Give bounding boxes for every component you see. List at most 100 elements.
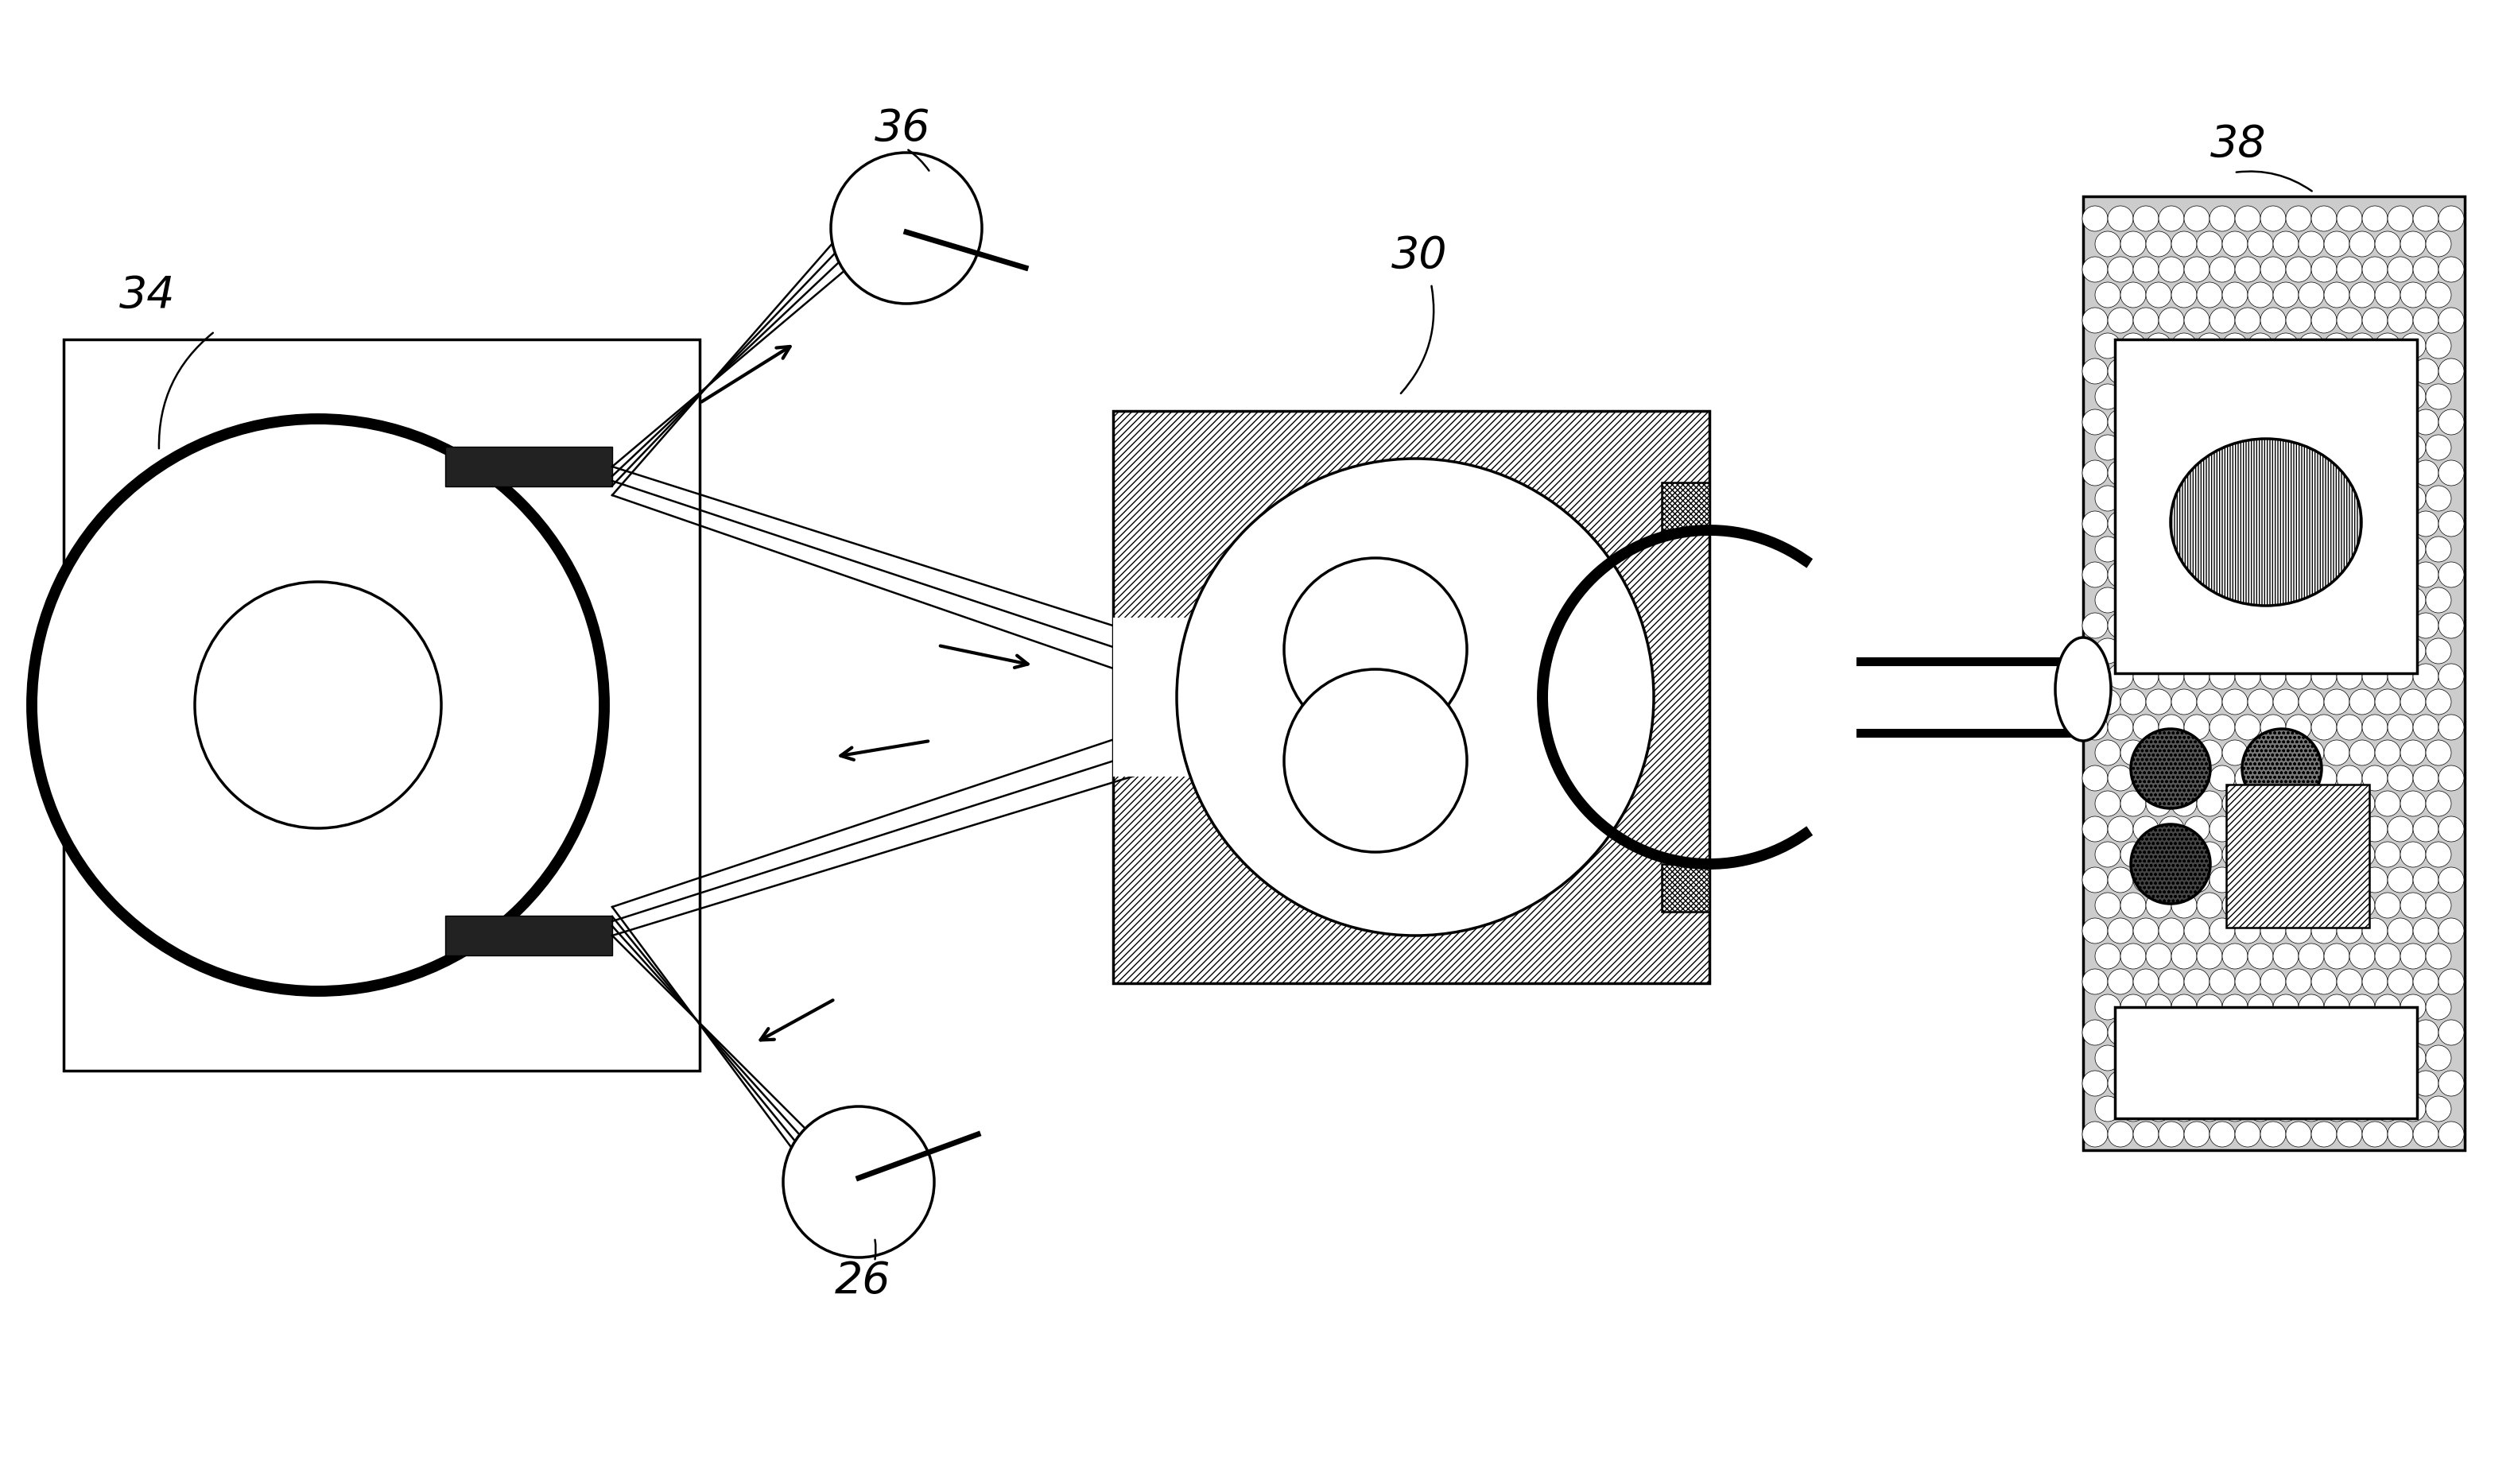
Circle shape <box>2374 282 2400 307</box>
Circle shape <box>2108 206 2133 232</box>
Circle shape <box>2183 919 2208 944</box>
Circle shape <box>2196 435 2223 460</box>
Circle shape <box>2387 663 2412 689</box>
Circle shape <box>2223 791 2249 816</box>
Circle shape <box>2286 257 2312 282</box>
Circle shape <box>2286 460 2312 485</box>
Circle shape <box>2249 689 2274 715</box>
Circle shape <box>2208 1122 2236 1147</box>
Circle shape <box>2400 435 2425 460</box>
Circle shape <box>2349 791 2374 816</box>
Circle shape <box>2133 206 2158 232</box>
Circle shape <box>2337 410 2362 435</box>
Circle shape <box>2337 663 2362 689</box>
Circle shape <box>2437 510 2465 537</box>
Circle shape <box>2387 410 2412 435</box>
Circle shape <box>2208 766 2236 791</box>
Circle shape <box>2400 638 2425 663</box>
Circle shape <box>2183 206 2208 232</box>
Circle shape <box>2261 460 2286 485</box>
Circle shape <box>2108 1070 2133 1097</box>
Circle shape <box>2337 1122 2362 1147</box>
Circle shape <box>2337 460 2362 485</box>
Circle shape <box>2387 816 2412 841</box>
Circle shape <box>2349 841 2374 867</box>
Circle shape <box>2095 282 2120 307</box>
Circle shape <box>2299 282 2324 307</box>
Circle shape <box>2082 257 2108 282</box>
Circle shape <box>2400 741 2425 766</box>
Circle shape <box>2171 485 2196 510</box>
Circle shape <box>2324 282 2349 307</box>
Circle shape <box>2374 485 2400 510</box>
Circle shape <box>2412 510 2437 537</box>
Circle shape <box>2183 715 2208 741</box>
Circle shape <box>2236 613 2261 638</box>
Circle shape <box>2236 410 2261 435</box>
Circle shape <box>2208 715 2236 741</box>
Circle shape <box>2412 867 2437 892</box>
Bar <box>1113 617 1231 776</box>
Circle shape <box>2261 1020 2286 1045</box>
Circle shape <box>2261 1070 2286 1097</box>
Circle shape <box>2312 1122 2337 1147</box>
Circle shape <box>2261 257 2286 282</box>
FancyArrowPatch shape <box>159 332 214 448</box>
Circle shape <box>2274 892 2299 919</box>
Circle shape <box>2299 332 2324 359</box>
Circle shape <box>2425 282 2450 307</box>
Circle shape <box>2387 867 2412 892</box>
Circle shape <box>2095 741 2120 766</box>
Circle shape <box>2095 1045 2120 1070</box>
Circle shape <box>2274 1045 2299 1070</box>
Circle shape <box>2171 638 2196 663</box>
Circle shape <box>2108 867 2133 892</box>
Circle shape <box>2437 1070 2465 1097</box>
Circle shape <box>2337 257 2362 282</box>
Circle shape <box>2095 435 2120 460</box>
Circle shape <box>2387 307 2412 332</box>
Circle shape <box>2183 766 2208 791</box>
Circle shape <box>2425 791 2450 816</box>
Circle shape <box>2183 816 2208 841</box>
Circle shape <box>2108 510 2133 537</box>
Circle shape <box>2400 791 2425 816</box>
Circle shape <box>2171 791 2196 816</box>
Circle shape <box>2095 689 2120 715</box>
Circle shape <box>2171 537 2196 562</box>
Circle shape <box>2223 232 2249 257</box>
Circle shape <box>2183 257 2208 282</box>
Circle shape <box>2324 485 2349 510</box>
Text: 26: 26 <box>836 1260 891 1301</box>
Circle shape <box>2236 206 2261 232</box>
Circle shape <box>2120 638 2145 663</box>
Circle shape <box>2324 638 2349 663</box>
Circle shape <box>2108 919 2133 944</box>
Circle shape <box>2120 944 2145 969</box>
Circle shape <box>2223 638 2249 663</box>
Circle shape <box>2387 766 2412 791</box>
Circle shape <box>2223 485 2249 510</box>
Circle shape <box>2183 460 2208 485</box>
Circle shape <box>2095 384 2120 410</box>
Circle shape <box>2120 282 2145 307</box>
Circle shape <box>2312 1070 2337 1097</box>
Circle shape <box>2249 282 2274 307</box>
Circle shape <box>2299 232 2324 257</box>
Circle shape <box>2236 257 2261 282</box>
Circle shape <box>2108 816 2133 841</box>
Circle shape <box>2349 588 2374 613</box>
Circle shape <box>2337 359 2362 384</box>
Circle shape <box>2337 867 2362 892</box>
Circle shape <box>2133 663 2158 689</box>
Circle shape <box>2171 588 2196 613</box>
Circle shape <box>2362 460 2387 485</box>
Circle shape <box>2095 944 2120 969</box>
Circle shape <box>2274 994 2299 1020</box>
Bar <box>1662 864 1710 911</box>
Circle shape <box>2349 638 2374 663</box>
Circle shape <box>2374 638 2400 663</box>
Circle shape <box>2208 663 2236 689</box>
Circle shape <box>2196 1097 2223 1122</box>
Circle shape <box>2274 485 2299 510</box>
